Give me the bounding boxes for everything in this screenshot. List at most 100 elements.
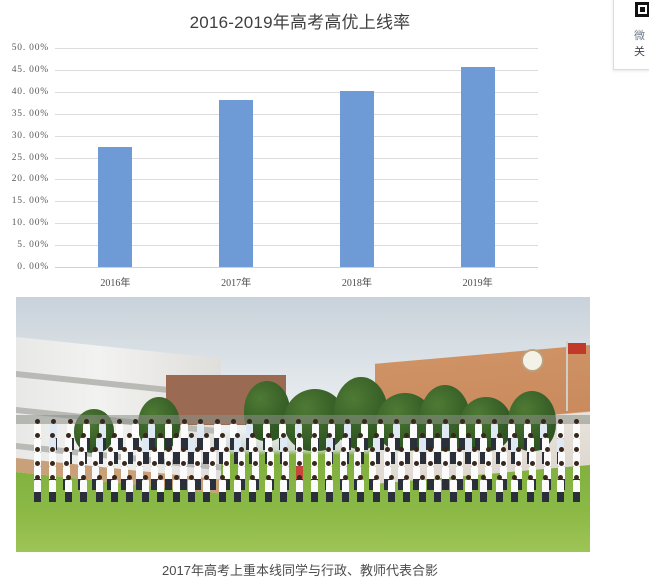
student [500,461,507,490]
student [526,475,534,502]
student [172,475,180,502]
student [34,475,41,502]
student [398,461,406,490]
student [572,475,580,502]
student-row [34,475,580,502]
student [95,433,103,464]
student [470,461,478,490]
student [49,475,57,502]
student [442,419,450,450]
student [474,419,482,450]
student [157,475,165,502]
student [425,419,433,450]
student [387,475,395,502]
student [427,461,435,490]
student [458,419,466,450]
gridline [55,179,538,181]
student [412,461,420,490]
student [99,419,107,450]
student [229,419,237,450]
student [372,433,380,464]
student [434,475,442,502]
student [135,461,143,490]
student [180,419,188,450]
clock-icon [521,349,544,372]
student [357,475,365,502]
student [157,433,165,464]
student [110,475,118,502]
student [213,419,221,450]
student [326,475,334,502]
student [495,433,503,464]
y-tick-label: 35. 00% [11,108,49,119]
student [187,433,195,464]
flagpole [566,341,568,411]
student [376,419,384,450]
student [403,475,411,502]
x-tick-label: 2018年 [341,278,372,289]
student [495,475,503,502]
student [557,475,565,502]
y-tick-label: 10. 00% [11,218,49,229]
student [197,419,205,450]
student [223,461,231,490]
student [208,461,216,490]
bar-2019年 [460,67,495,267]
student [234,475,242,502]
axis-baseline [55,267,538,268]
students-group [34,419,580,509]
x-tick-label: 2016年 [100,278,131,289]
photo-image [16,297,590,552]
student [80,475,88,502]
student [164,419,172,450]
student [434,433,442,464]
student [368,461,376,490]
student [507,419,515,450]
y-tick-label: 50. 00% [11,43,49,53]
student [203,475,211,502]
panel-line-2: 关 [634,46,645,58]
student [311,475,319,502]
x-tick-label: 2017年 [221,278,252,289]
student [106,461,114,490]
student [234,433,242,464]
gridline [55,135,538,137]
student [449,433,457,464]
student [403,433,411,464]
bar-2016年 [98,146,133,267]
gridline [55,157,538,159]
student [218,433,226,464]
student [441,461,449,490]
student [449,475,457,502]
x-tick-label: 2019年 [462,278,493,289]
student [456,461,464,490]
y-tick-label: 45. 00% [11,64,49,75]
student [115,419,123,450]
student [110,433,118,464]
student [295,475,303,502]
y-tick-label: 15. 00% [11,196,49,207]
student [280,475,288,502]
student [383,461,391,490]
student [464,433,472,464]
gridline [55,245,538,247]
student [187,475,195,502]
x-axis: 2016年 2017年 2018年 2019年 [55,270,538,290]
student [480,433,488,464]
y-tick-label: 5. 00% [17,240,49,251]
student [249,475,257,502]
student [148,419,156,450]
chart-title: 2016-2019年高考高优上线率 [189,13,411,32]
y-tick-label: 30. 00% [11,130,49,141]
student [179,461,187,490]
floating-share-panel[interactable]: 微 关 [613,0,649,70]
student [126,475,134,502]
panel-line-1: 微 [634,30,645,42]
student [372,475,380,502]
student [464,475,472,502]
student [95,475,103,502]
student [172,433,180,464]
picture-in-picture-icon[interactable] [635,2,649,17]
student [387,433,395,464]
gridline [55,223,538,225]
